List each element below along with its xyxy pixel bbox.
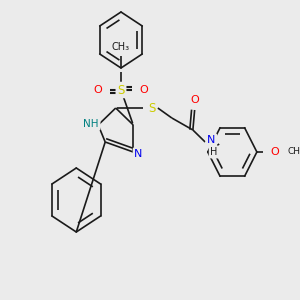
Text: S: S — [148, 101, 155, 115]
Text: H: H — [210, 147, 218, 157]
Text: CH₃: CH₃ — [287, 148, 300, 157]
Text: O: O — [94, 85, 103, 95]
Text: NH: NH — [83, 119, 99, 129]
Text: N: N — [134, 149, 143, 159]
Text: CH₃: CH₃ — [112, 42, 130, 52]
Text: N: N — [207, 135, 215, 145]
Text: O: O — [270, 147, 279, 157]
Text: O: O — [190, 95, 199, 105]
Text: S: S — [117, 83, 125, 97]
Text: O: O — [140, 85, 148, 95]
